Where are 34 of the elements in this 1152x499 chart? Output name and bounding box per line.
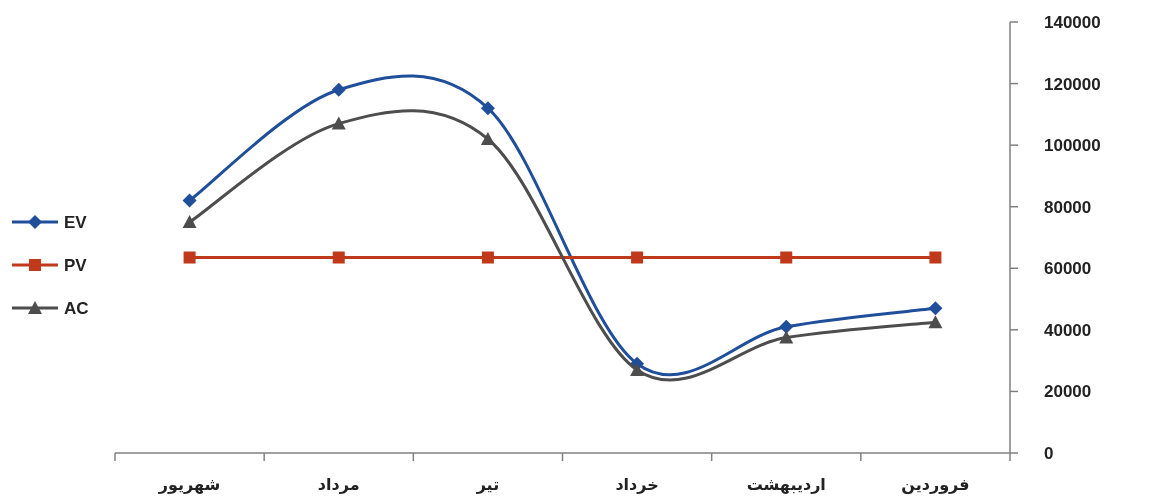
point — [332, 251, 345, 264]
legend-label: EV — [64, 213, 88, 232]
point — [480, 101, 495, 116]
point — [182, 193, 197, 208]
point — [928, 301, 943, 316]
x-tick-label: شهریور — [157, 475, 221, 494]
point — [331, 116, 346, 130]
point — [928, 315, 943, 329]
y-tick-label: 120000 — [1044, 74, 1101, 94]
point — [183, 251, 196, 264]
y-tick-label: 60000 — [1044, 259, 1092, 279]
x-tick-label: خرداد — [615, 475, 659, 494]
point — [631, 251, 644, 264]
point — [331, 82, 346, 97]
y-tick-label: 20000 — [1044, 382, 1092, 402]
point — [779, 319, 794, 334]
point — [630, 362, 645, 376]
x-tick-label: تیر — [475, 475, 500, 494]
legend-label: AC — [64, 299, 89, 318]
y-tick-label: 100000 — [1044, 136, 1101, 156]
point — [481, 251, 494, 264]
y-tick-label: 40000 — [1044, 320, 1092, 340]
legend-label: PV — [64, 256, 88, 275]
point — [779, 330, 794, 344]
y-tick-label: 0 — [1044, 444, 1054, 463]
x-tick-label: اردیبهشت — [746, 475, 826, 494]
point — [480, 131, 495, 145]
x-tick-label: فروردین — [901, 475, 970, 494]
point — [182, 215, 197, 229]
y-tick-label: 80000 — [1044, 197, 1092, 217]
y-tick-label: 140000 — [1044, 13, 1101, 32]
point — [929, 251, 942, 264]
x-tick-label: مرداد — [317, 475, 360, 494]
point — [780, 251, 793, 264]
